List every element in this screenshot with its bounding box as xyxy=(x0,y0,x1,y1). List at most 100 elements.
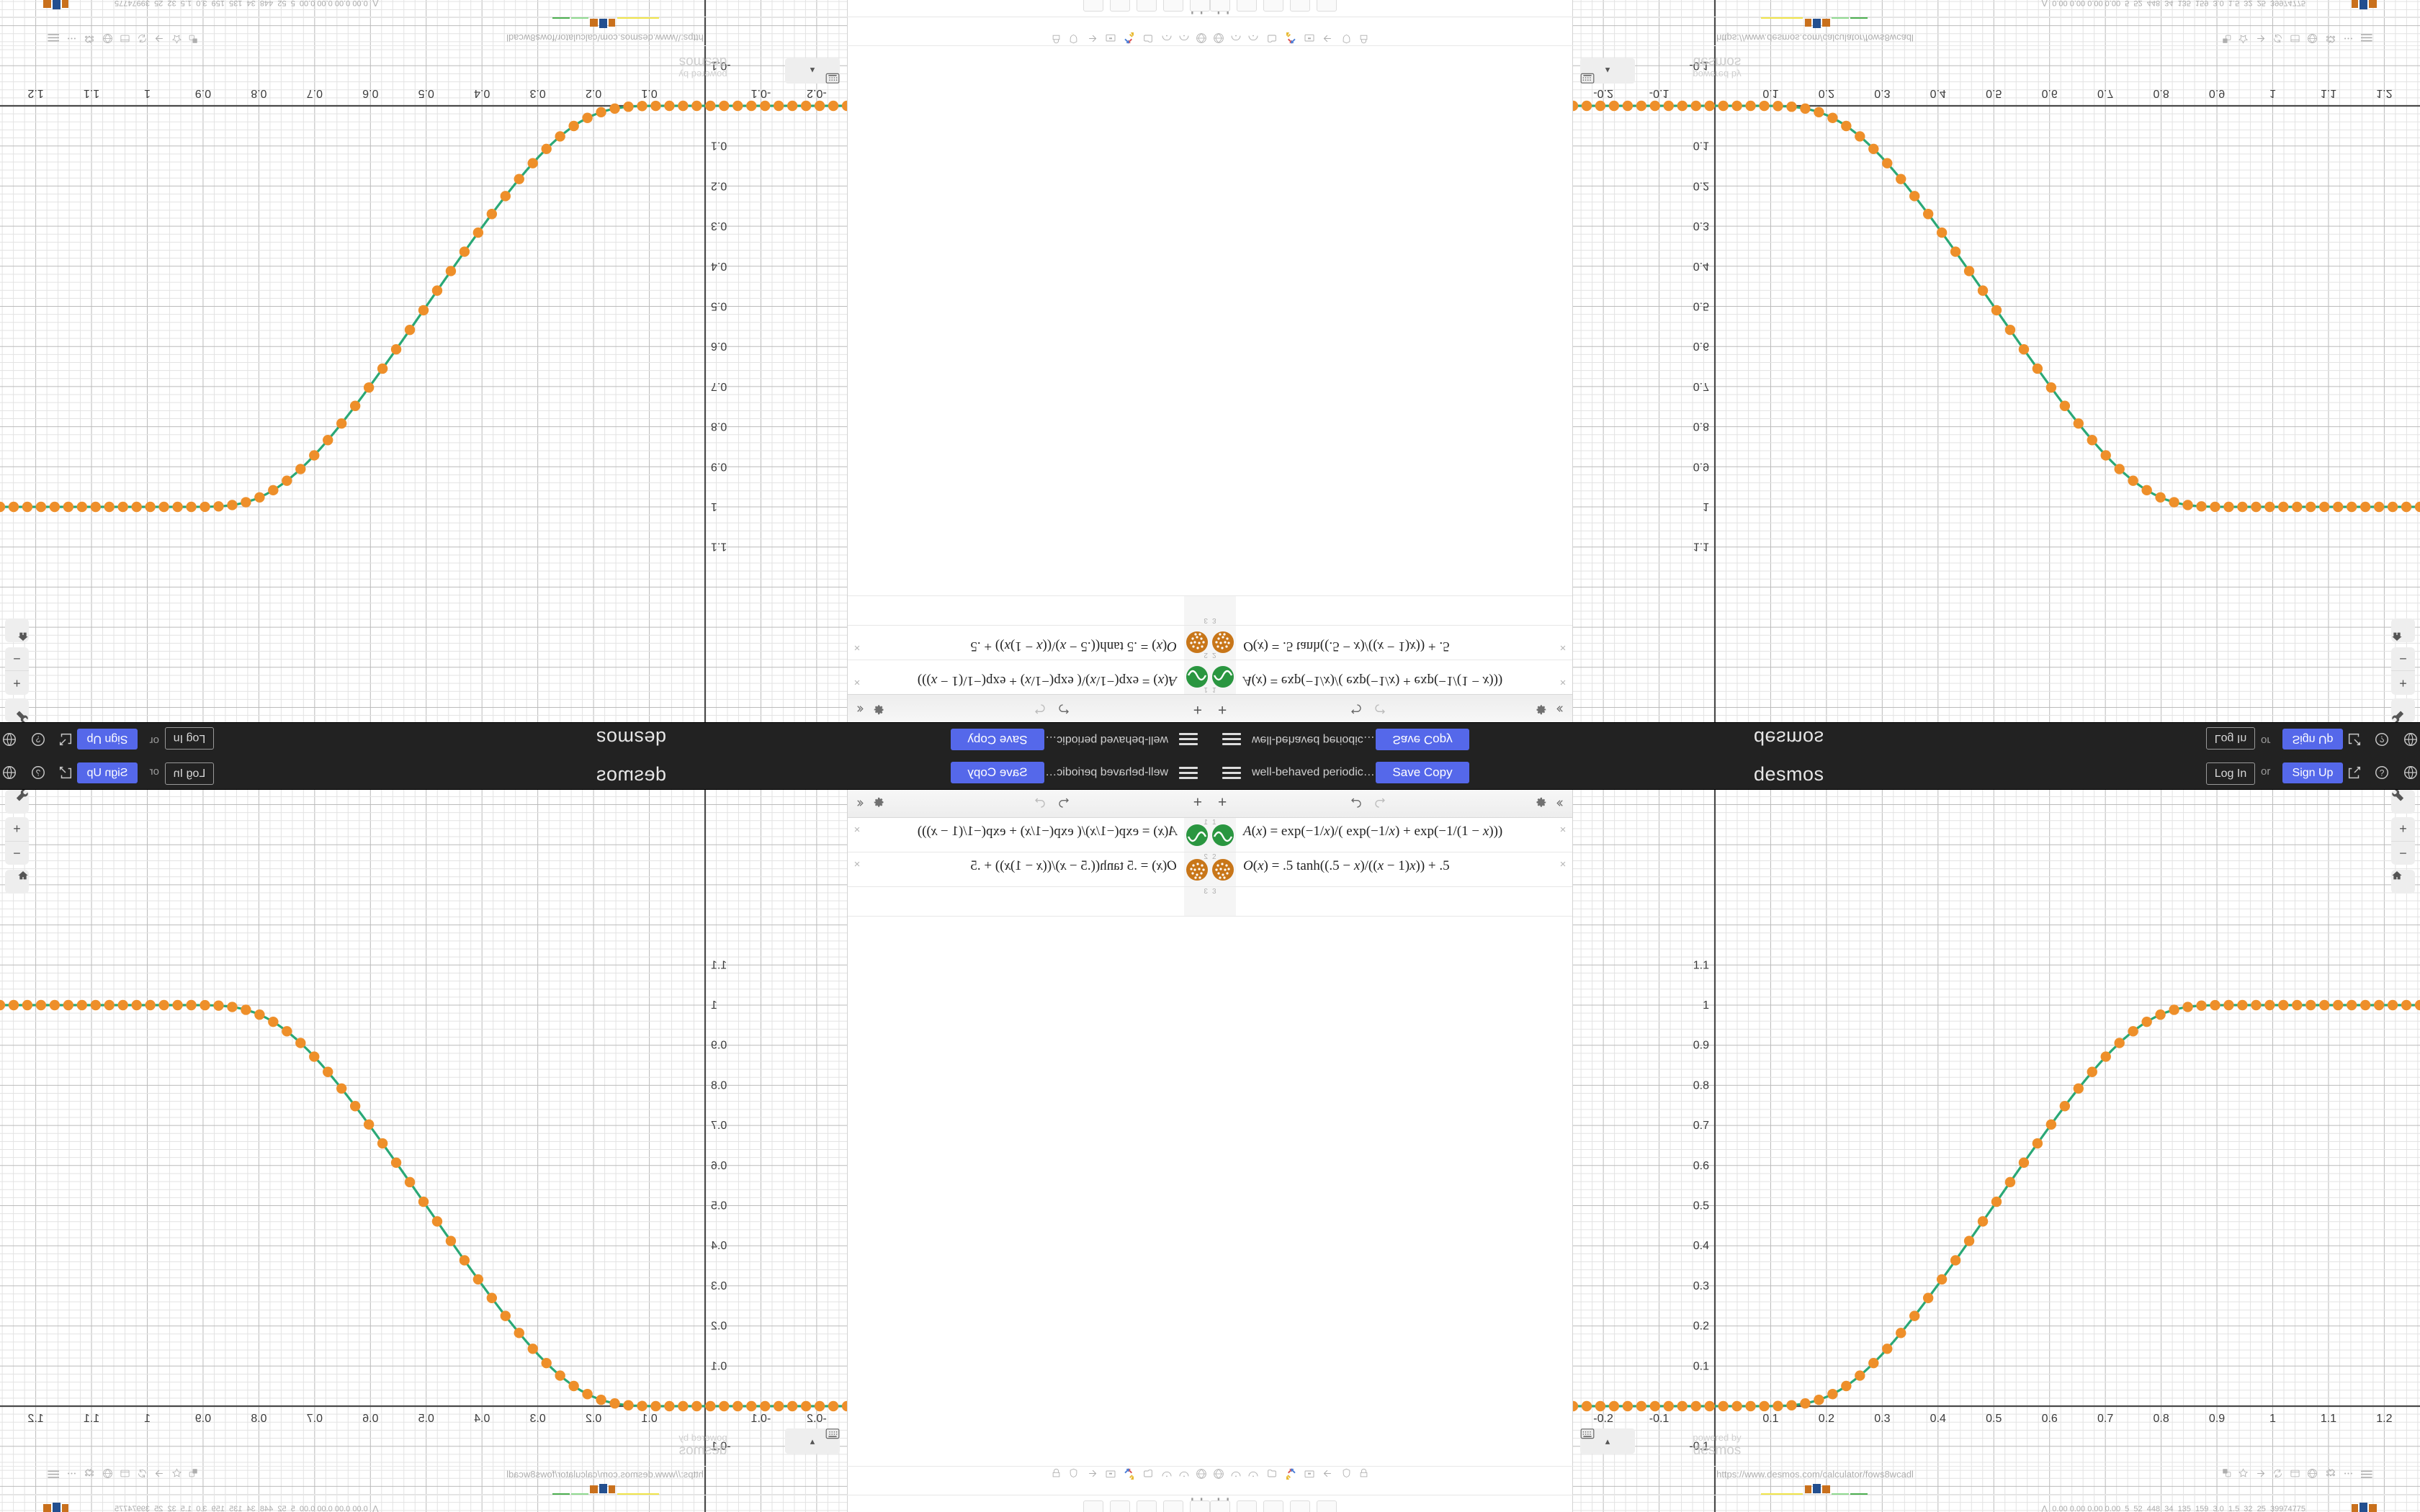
svg-text:0.4: 0.4 xyxy=(1930,1413,1946,1425)
svg-text:0.3: 0.3 xyxy=(711,220,727,232)
svg-text:0.1: 0.1 xyxy=(711,140,727,152)
svg-text:1: 1 xyxy=(1703,500,1709,513)
svg-text:1.2: 1.2 xyxy=(2376,1413,2392,1425)
svg-text:0.8: 0.8 xyxy=(1693,1079,1709,1092)
svg-text:0.8: 0.8 xyxy=(2153,87,2169,99)
svg-text:1: 1 xyxy=(2269,87,2276,99)
svg-text:?: ? xyxy=(35,768,40,778)
svg-text:1.2: 1.2 xyxy=(27,1413,43,1425)
svg-text:0.9: 0.9 xyxy=(2209,87,2225,99)
svg-text:0.5: 0.5 xyxy=(1693,1200,1709,1212)
svg-text:0.8: 0.8 xyxy=(251,1413,266,1425)
svg-text:1.2: 1.2 xyxy=(2376,87,2392,99)
svg-text:-0.1: -0.1 xyxy=(751,87,771,99)
svg-text:0.7: 0.7 xyxy=(307,1413,323,1425)
svg-text:0.2: 0.2 xyxy=(1819,87,1834,99)
svg-text:0.3: 0.3 xyxy=(1874,87,1890,99)
svg-text:0.2: 0.2 xyxy=(586,1413,601,1425)
svg-text:0.4: 0.4 xyxy=(711,1240,727,1252)
svg-text:0.2: 0.2 xyxy=(1693,1320,1709,1333)
svg-text:0.1: 0.1 xyxy=(1693,140,1709,152)
svg-text:-0.1: -0.1 xyxy=(751,1413,771,1425)
svg-text:0.7: 0.7 xyxy=(307,87,323,99)
svg-text:0.7: 0.7 xyxy=(711,380,727,392)
svg-text:0.5: 0.5 xyxy=(711,1200,727,1212)
svg-text:-0.2: -0.2 xyxy=(1593,1413,1613,1425)
svg-text:1.1: 1.1 xyxy=(84,1413,99,1425)
svg-text:0.1: 0.1 xyxy=(641,1413,657,1425)
svg-text:0.3: 0.3 xyxy=(711,1280,727,1292)
svg-text:0.2: 0.2 xyxy=(711,1320,727,1333)
svg-text:0.8: 0.8 xyxy=(711,420,727,433)
svg-text:0.5: 0.5 xyxy=(1693,300,1709,312)
svg-text:0.2: 0.2 xyxy=(586,87,601,99)
svg-text:0.2: 0.2 xyxy=(1819,1413,1834,1425)
svg-text:0.4: 0.4 xyxy=(1930,87,1946,99)
svg-text:0.7: 0.7 xyxy=(1693,380,1709,392)
svg-text:0.9: 0.9 xyxy=(2209,1413,2225,1425)
svg-text:0.6: 0.6 xyxy=(1693,1160,1709,1172)
svg-text:0.3: 0.3 xyxy=(529,1413,545,1425)
svg-text:0.4: 0.4 xyxy=(474,87,490,99)
svg-text:0.9: 0.9 xyxy=(711,1040,727,1052)
svg-text:1: 1 xyxy=(711,999,717,1012)
svg-text:?: ? xyxy=(2380,768,2385,778)
svg-text:0.4: 0.4 xyxy=(474,1413,490,1425)
svg-text:0.1: 0.1 xyxy=(1762,87,1778,99)
svg-text:0.8: 0.8 xyxy=(251,87,266,99)
svg-text:0.3: 0.3 xyxy=(529,87,545,99)
svg-text:0.6: 0.6 xyxy=(2042,1413,2058,1425)
svg-text:0.2: 0.2 xyxy=(1693,179,1709,192)
svg-text:0.7: 0.7 xyxy=(711,1120,727,1132)
svg-text:0.1: 0.1 xyxy=(641,87,657,99)
svg-text:1: 1 xyxy=(144,1413,151,1425)
svg-text:0.1: 0.1 xyxy=(711,1360,727,1372)
svg-text:0.3: 0.3 xyxy=(1874,1413,1890,1425)
svg-text:0.6: 0.6 xyxy=(362,87,378,99)
svg-text:0.3: 0.3 xyxy=(1693,220,1709,232)
svg-text:0.9: 0.9 xyxy=(711,460,727,472)
svg-text:0.8: 0.8 xyxy=(1693,420,1709,433)
svg-text:0.1: 0.1 xyxy=(1693,1360,1709,1372)
svg-text:0.5: 0.5 xyxy=(1986,87,2002,99)
svg-text:-0.2: -0.2 xyxy=(807,87,827,99)
svg-text:1.1: 1.1 xyxy=(1693,541,1709,553)
svg-text:0.6: 0.6 xyxy=(2042,87,2058,99)
svg-text:1: 1 xyxy=(2269,1413,2276,1425)
svg-text:1: 1 xyxy=(711,500,717,513)
svg-text:-0.2: -0.2 xyxy=(807,1413,827,1425)
svg-text:0.6: 0.6 xyxy=(362,1413,378,1425)
svg-text:0.9: 0.9 xyxy=(1693,1040,1709,1052)
svg-text:?: ? xyxy=(2380,734,2385,744)
svg-text:0.5: 0.5 xyxy=(418,87,434,99)
svg-text:-0.1: -0.1 xyxy=(1649,87,1670,99)
svg-text:1.1: 1.1 xyxy=(84,87,99,99)
svg-text:1: 1 xyxy=(1703,999,1709,1012)
svg-text:-0.2: -0.2 xyxy=(1593,87,1613,99)
svg-text:0.8: 0.8 xyxy=(2153,1413,2169,1425)
svg-text:0.2: 0.2 xyxy=(711,179,727,192)
svg-text:0.8: 0.8 xyxy=(711,1079,727,1092)
svg-text:-0.1: -0.1 xyxy=(1649,1413,1670,1425)
svg-text:0.6: 0.6 xyxy=(711,1160,727,1172)
svg-text:1.1: 1.1 xyxy=(1693,959,1709,971)
svg-text:1.2: 1.2 xyxy=(27,87,43,99)
svg-text:1.1: 1.1 xyxy=(711,541,727,553)
svg-text:0.7: 0.7 xyxy=(2097,87,2113,99)
svg-text:1: 1 xyxy=(144,87,151,99)
svg-text:0.9: 0.9 xyxy=(195,87,211,99)
svg-text:0.3: 0.3 xyxy=(1693,1280,1709,1292)
svg-text:1.1: 1.1 xyxy=(711,959,727,971)
svg-text:0.5: 0.5 xyxy=(1986,1413,2002,1425)
svg-text:1.1: 1.1 xyxy=(2321,87,2336,99)
svg-text:0.7: 0.7 xyxy=(2097,1413,2113,1425)
svg-text:0.6: 0.6 xyxy=(1693,340,1709,352)
svg-text:0.7: 0.7 xyxy=(1693,1120,1709,1132)
svg-text:0.5: 0.5 xyxy=(711,300,727,312)
svg-text:0.9: 0.9 xyxy=(1693,460,1709,472)
svg-text:1.1: 1.1 xyxy=(2321,1413,2336,1425)
svg-text:0.4: 0.4 xyxy=(1693,1240,1709,1252)
svg-text:0.9: 0.9 xyxy=(195,1413,211,1425)
svg-text:0.6: 0.6 xyxy=(711,340,727,352)
svg-text:0.4: 0.4 xyxy=(711,260,727,272)
